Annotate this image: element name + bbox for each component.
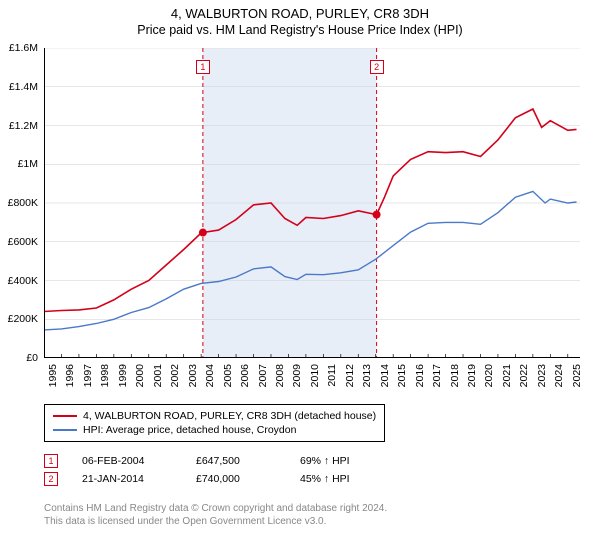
- x-tick-label: 2005: [222, 364, 234, 387]
- x-tick-label: 1998: [99, 364, 111, 387]
- x-tick-label: 2021: [501, 364, 513, 387]
- sale-date-1: 06-FEB-2004: [82, 455, 172, 467]
- x-tick-label: 2019: [466, 364, 478, 387]
- x-tick-label: 2012: [344, 364, 356, 387]
- x-tick-label: 2020: [483, 364, 495, 387]
- x-tick-label: 2016: [414, 364, 426, 387]
- legend-label-hpi: HPI: Average price, detached house, Croy…: [83, 424, 296, 436]
- x-tick-label: 2023: [536, 364, 548, 387]
- footer-line2: This data is licensed under the Open Gov…: [44, 515, 387, 528]
- x-tick-label: 2000: [134, 364, 146, 387]
- x-tick-label: 1997: [82, 364, 94, 387]
- x-tick-label: 2025: [571, 364, 583, 387]
- event-marker-2: 2: [370, 60, 384, 74]
- x-tick-label: 2007: [257, 364, 269, 387]
- x-tick-label: 2014: [379, 364, 391, 387]
- x-tick-label: 2015: [396, 364, 408, 387]
- x-tick-label: 2018: [449, 364, 461, 387]
- legend-box: 4, WALBURTON ROAD, PURLEY, CR8 3DH (deta…: [44, 404, 385, 442]
- y-tick-label: £200K: [8, 313, 38, 325]
- x-tick-label: 2022: [518, 364, 530, 387]
- footer-line1: Contains HM Land Registry data © Crown c…: [44, 502, 387, 515]
- y-tick-label: £1.2M: [9, 120, 38, 132]
- x-tick-label: 2002: [169, 364, 181, 387]
- x-tick-label: 2004: [204, 364, 216, 387]
- legend-swatch-hpi: [53, 429, 77, 431]
- chart-title-block: 4, WALBURTON ROAD, PURLEY, CR8 3DH Price…: [0, 0, 600, 41]
- x-tick-label: 2008: [274, 364, 286, 387]
- x-tick-label: 2017: [431, 364, 443, 387]
- sale-event-2: 2 21-JAN-2014 £740,000 45% ↑ HPI: [44, 472, 380, 486]
- x-tick-label: 2001: [152, 364, 164, 387]
- sale-price-2: £740,000: [196, 473, 276, 485]
- legend-item-hpi: HPI: Average price, detached house, Croy…: [53, 423, 376, 437]
- legend-item-subject: 4, WALBURTON ROAD, PURLEY, CR8 3DH (deta…: [53, 409, 376, 423]
- footer-attribution: Contains HM Land Registry data © Crown c…: [44, 502, 387, 528]
- x-tick-label: 2010: [309, 364, 321, 387]
- sale-date-2: 21-JAN-2014: [82, 473, 172, 485]
- y-tick-label: £800K: [8, 197, 38, 209]
- sale-marker-1: 1: [44, 454, 58, 468]
- y-tick-label: £600K: [8, 236, 38, 248]
- x-axis-labels: 1995 1996 1997 1998 1999 2000 2001 2002 2003 2004…: [44, 360, 580, 402]
- x-tick-label: 2024: [553, 364, 565, 387]
- legend-label-subject: 4, WALBURTON ROAD, PURLEY, CR8 3DH (deta…: [83, 410, 376, 422]
- x-tick-label: 1996: [64, 364, 76, 387]
- title-line2: Price paid vs. HM Land Registry's House …: [0, 23, 600, 37]
- x-tick-label: 2003: [187, 364, 199, 387]
- event-marker-1: 1: [196, 60, 210, 74]
- plot-border: [44, 48, 580, 358]
- x-tick-label: 2013: [361, 364, 373, 387]
- chart-plot-area: 12: [44, 48, 580, 358]
- sale-hpi-1: 69% ↑ HPI: [300, 455, 380, 467]
- sale-events: 1 06-FEB-2004 £647,500 69% ↑ HPI 2 21-JA…: [44, 450, 380, 490]
- x-tick-label: 1999: [117, 364, 129, 387]
- y-tick-label: £1M: [18, 158, 38, 170]
- sale-price-1: £647,500: [196, 455, 276, 467]
- x-tick-label: 1995: [47, 364, 59, 387]
- x-tick-label: 2006: [239, 364, 251, 387]
- x-tick-label: 2009: [291, 364, 303, 387]
- x-tick-label: 2011: [326, 364, 338, 387]
- y-tick-label: £1.6M: [9, 42, 38, 54]
- y-axis-labels: £0£200K£400K£600K£800K£1M£1.2M£1.4M£1.6M: [0, 48, 42, 358]
- sale-marker-2: 2: [44, 472, 58, 486]
- y-tick-label: £0: [26, 352, 38, 364]
- legend-swatch-subject: [53, 415, 77, 417]
- title-line1: 4, WALBURTON ROAD, PURLEY, CR8 3DH: [0, 6, 600, 21]
- y-tick-label: £400K: [8, 275, 38, 287]
- sale-hpi-2: 45% ↑ HPI: [300, 473, 380, 485]
- y-tick-label: £1.4M: [9, 81, 38, 93]
- sale-event-1: 1 06-FEB-2004 £647,500 69% ↑ HPI: [44, 454, 380, 468]
